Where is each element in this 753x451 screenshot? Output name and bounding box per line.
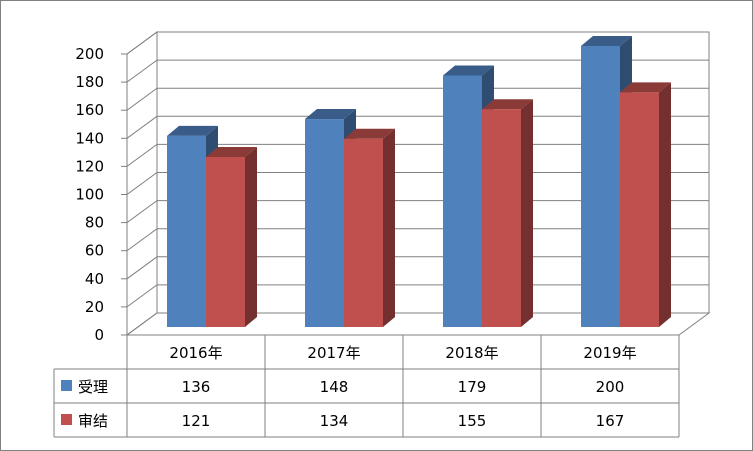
y-tick-label: 60: [85, 242, 104, 260]
bar: [482, 109, 521, 327]
x-category-label: 2017年: [307, 344, 360, 362]
legend-label: 受理: [78, 378, 108, 396]
bar: [620, 92, 659, 328]
data-table-value: 148: [320, 378, 349, 396]
bar-side: [521, 99, 533, 327]
y-tick-label: 160: [75, 101, 104, 119]
data-table-value: 134: [320, 412, 349, 430]
gridline: [126, 31, 709, 55]
bar-top: [581, 36, 632, 46]
y-tick-label: 200: [75, 45, 104, 63]
x-category-label: 2016年: [169, 344, 222, 362]
bar: [167, 135, 206, 327]
x-category-label: 2018年: [445, 344, 498, 362]
y-tick-label: 180: [75, 73, 104, 91]
bar-top: [443, 65, 494, 76]
bar-top: [305, 109, 356, 120]
y-tick-label: 40: [85, 270, 104, 288]
y-tick-label: 80: [85, 214, 104, 232]
legend-swatch: [61, 414, 72, 425]
bar: [206, 156, 245, 327]
bar: [581, 46, 620, 327]
data-table-value: 167: [596, 412, 625, 430]
bar: [344, 138, 383, 327]
gridline: [126, 59, 709, 83]
y-tick-label: 20: [85, 298, 104, 316]
bar-side: [659, 82, 671, 328]
y-tick-label: 140: [75, 129, 104, 147]
y-tick-label: 0: [94, 326, 104, 344]
bar: [443, 75, 482, 327]
data-table-value: 200: [596, 378, 625, 396]
bar-top: [206, 146, 257, 157]
bar-top: [482, 99, 533, 110]
data-table-value: 179: [458, 378, 487, 396]
y-tick-label: 120: [75, 157, 104, 175]
data-table-value: 155: [458, 412, 487, 430]
legend-swatch: [61, 380, 72, 391]
x-category-label: 2019年: [583, 344, 636, 362]
data-table-value: 121: [182, 412, 211, 430]
bar-side: [245, 146, 257, 327]
bar-side: [383, 128, 395, 327]
data-table-value: 136: [182, 378, 211, 396]
bar: [305, 119, 344, 327]
bar-top: [620, 82, 671, 93]
bar-top: [344, 128, 395, 139]
legend-label: 审结: [78, 412, 108, 430]
y-tick-label: 100: [75, 186, 104, 204]
bar-top: [167, 125, 218, 136]
gridline: [126, 87, 709, 111]
